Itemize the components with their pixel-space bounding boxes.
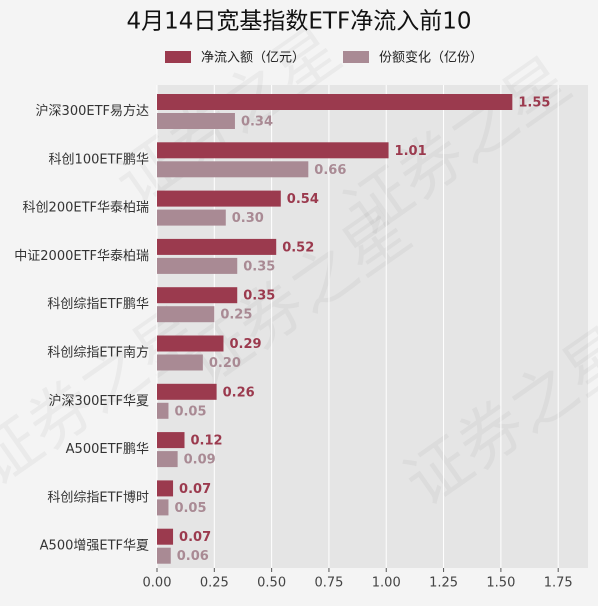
data-label: 0.06 xyxy=(177,549,209,564)
bar xyxy=(157,480,174,497)
chart-title: 4月14日宽基指数ETF净流入前10 xyxy=(127,9,472,35)
data-label: 0.09 xyxy=(184,453,216,468)
data-label: 0.29 xyxy=(229,337,261,352)
bar xyxy=(157,499,169,516)
data-label: 0.20 xyxy=(209,356,241,371)
y-tick-label: 科创综指ETF博时 xyxy=(47,490,149,505)
bar xyxy=(157,402,169,419)
y-tick-label: A500ETF鹏华 xyxy=(66,442,149,457)
data-label: 0.07 xyxy=(179,530,211,545)
y-tick-label: 科创100ETF鹏华 xyxy=(49,152,149,167)
bar xyxy=(157,209,226,226)
legend-label: 净流入额（亿元） xyxy=(201,51,305,66)
y-tick-label: 沪深300ETF易方达 xyxy=(36,103,149,119)
bar xyxy=(157,238,277,255)
bar xyxy=(157,113,235,129)
bar xyxy=(157,383,217,400)
x-tick-label: 0.25 xyxy=(200,576,229,591)
data-label: 1.55 xyxy=(518,96,550,111)
data-label: 0.25 xyxy=(220,308,252,323)
y-tick-label: 中证2000ETF华泰柏瑞 xyxy=(14,249,149,264)
legend-label: 份额变化（亿份） xyxy=(379,50,483,66)
data-label: 0.05 xyxy=(174,501,206,516)
data-label: 0.30 xyxy=(232,211,264,226)
y-tick-label: 科创200ETF华泰柏瑞 xyxy=(23,201,149,216)
x-tick-label: 0.00 xyxy=(143,576,172,591)
bar xyxy=(157,547,171,564)
bar xyxy=(157,287,238,304)
bar xyxy=(157,528,174,545)
data-label: 0.07 xyxy=(179,482,211,497)
bar xyxy=(157,142,389,159)
bar xyxy=(157,306,215,323)
data-label: 0.66 xyxy=(314,163,346,178)
bar xyxy=(157,451,178,468)
data-label: 0.35 xyxy=(243,289,275,304)
bar xyxy=(157,432,185,449)
data-label: 0.12 xyxy=(191,434,223,449)
x-tick-label: 0.75 xyxy=(314,576,343,591)
data-label: 0.26 xyxy=(223,385,255,400)
data-label: 0.34 xyxy=(241,115,273,130)
bar xyxy=(157,161,309,178)
data-label: 0.54 xyxy=(287,192,319,207)
data-label: 0.05 xyxy=(174,404,206,419)
y-tick-label: 沪深300ETF华夏 xyxy=(49,393,149,409)
bar xyxy=(157,94,513,110)
data-label: 1.01 xyxy=(395,144,427,159)
bar xyxy=(157,190,281,207)
y-tick-label: 科创综指ETF南方 xyxy=(47,345,149,361)
legend-swatch xyxy=(343,51,369,63)
y-tick-label: 科创综指ETF鹏华 xyxy=(47,297,149,312)
legend-swatch xyxy=(165,51,191,63)
data-label: 0.52 xyxy=(282,240,314,255)
bar xyxy=(157,257,238,274)
x-tick-label: 0.50 xyxy=(257,576,286,591)
data-label: 0.35 xyxy=(243,259,275,274)
bar xyxy=(157,354,203,371)
x-tick-label: 1.25 xyxy=(429,576,458,591)
y-tick-label: A500增强ETF华夏 xyxy=(40,539,149,554)
x-tick-label: 1.50 xyxy=(486,576,515,591)
x-tick-label: 1.75 xyxy=(544,576,573,591)
x-tick-label: 1.00 xyxy=(372,576,401,591)
bar xyxy=(157,335,224,352)
